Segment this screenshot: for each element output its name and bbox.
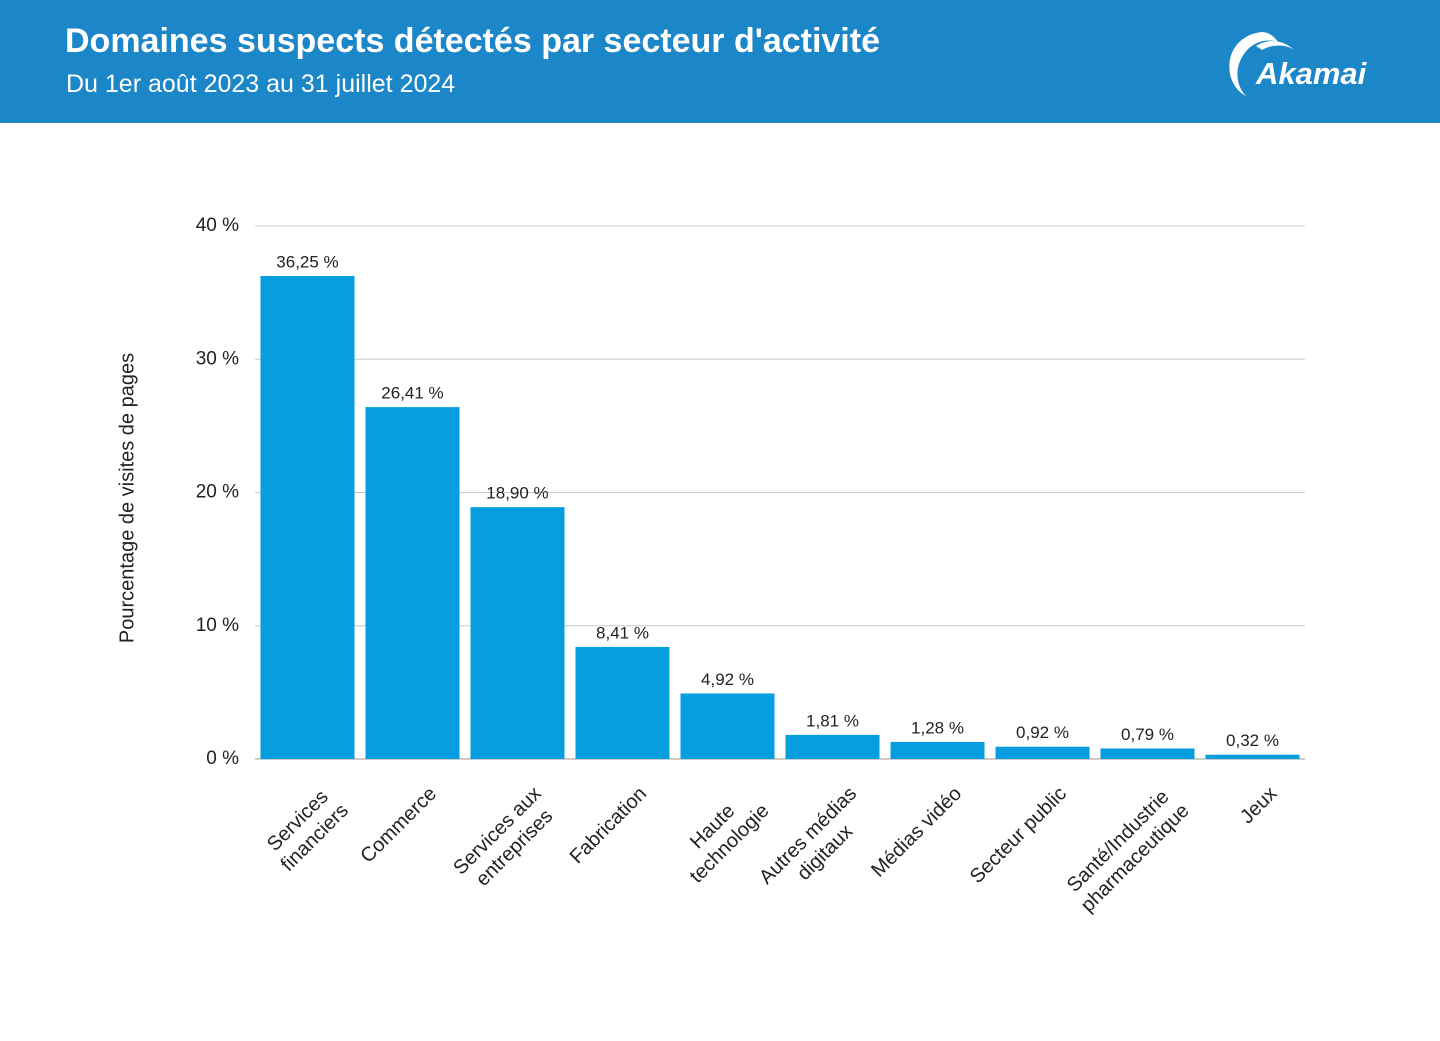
title: Domaines suspects détectés par secteur d…	[65, 22, 880, 60]
value-label: 0,92 %	[1016, 723, 1069, 742]
header: Domaines suspects détectés par secteur d…	[0, 0, 1440, 123]
y-tick-label: 0 %	[206, 748, 239, 769]
value-label: 8,41 %	[596, 623, 649, 642]
value-label: 1,81 %	[806, 711, 859, 730]
value-label: 0,79 %	[1121, 725, 1174, 744]
y-tick-label: 30 %	[196, 348, 239, 369]
bar	[365, 407, 460, 759]
bar	[680, 693, 775, 759]
y-tick-label: 20 %	[196, 482, 239, 503]
value-label: 26,41 %	[381, 384, 443, 403]
value-label: 4,92 %	[701, 670, 754, 689]
bar	[575, 646, 670, 759]
bar	[995, 746, 1090, 759]
y-tick-label: 10 %	[196, 615, 239, 636]
logo: Akamai	[1229, 32, 1368, 96]
value-label: 1,28 %	[911, 718, 964, 737]
bar	[260, 275, 355, 759]
bar	[785, 734, 880, 759]
value-label: 0,32 %	[1226, 731, 1279, 750]
bar	[1100, 748, 1195, 759]
subtitle: Du 1er août 2023 au 31 juillet 2024	[66, 70, 456, 98]
value-label: 18,90 %	[486, 484, 548, 503]
bar	[1205, 754, 1300, 759]
y-axis-label: Pourcentage de visites de pages	[116, 353, 138, 643]
bar	[890, 741, 985, 759]
y-tick-label: 40 %	[196, 215, 239, 236]
value-label: 36,25 %	[276, 252, 338, 271]
logo-text: Akamai	[1255, 56, 1368, 91]
bar	[470, 507, 565, 759]
